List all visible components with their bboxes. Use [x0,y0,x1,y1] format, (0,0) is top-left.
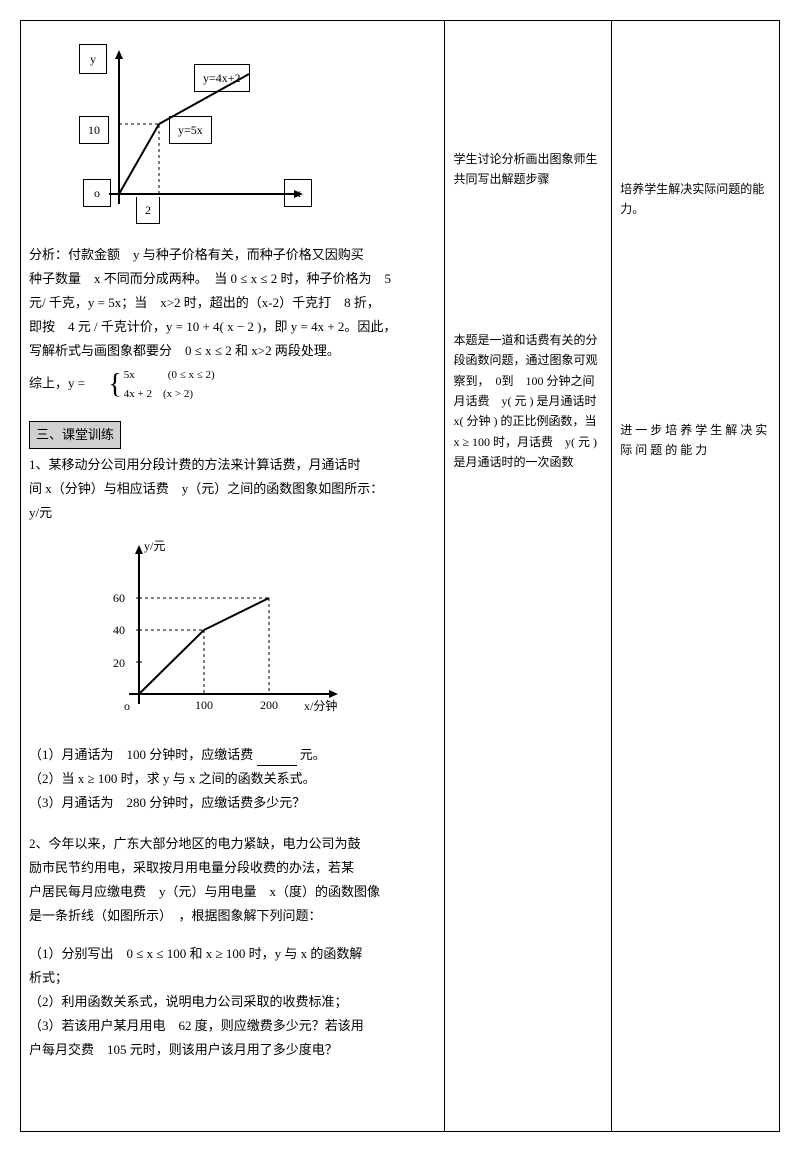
graph-1: y y=4x+2 y=5x 10 o 2 x [49,34,329,234]
origin-label: o [94,186,100,200]
piece-1: 5x (0 ≤ x ≤ 2) [124,366,215,385]
analysis-line-1: 分析：付款金额 y 与种子价格有关，而种子价格又因购买 [29,244,436,266]
analysis-line-2: 种子数量 x 不同而分成两种。 当 0 ≤ x ≤ 2 时，种子价格为 5 [29,268,436,290]
svg-text:200: 200 [260,698,278,712]
summary-prefix: 综上，y = [29,376,85,391]
x-axis-label-box: x [284,179,312,207]
right-block-1: 培养学生解决实际问题的能力。 [620,179,771,220]
y-tick-10-box: 10 [79,116,109,144]
problem-2: 2、今年以来，广东大部分地区的电力紧缺，电力公司为鼓 励市民节约用电，采取按月用… [29,833,436,1062]
right-block-2: 进一步培养学生解决实际问题的能力 [620,420,771,461]
piece-2: 4x + 2 (x > 2) [124,385,215,404]
line2-label-box: y=5x [169,116,212,144]
y-label: y [90,52,96,66]
analysis-line-5: 写解析式与画图象都要分 0 ≤ x ≤ 2 和 x>2 两段处理。 [29,340,436,362]
q1-2: （2）当 x ≥ 100 时，求 y 与 x 之间的函数关系式。 [29,768,436,790]
line1-label: y=4x+2 [203,71,241,85]
svg-text:20: 20 [113,656,125,670]
x-label: x [295,186,301,200]
mid-block-2: 本题是一道和话费有关的分段函数问题，通过图象可观察到， 0到 100 分钟之间月… [453,330,603,473]
x-tick-2: 2 [145,203,151,217]
p2-q2: （2）利用函数关系式，说明电力公司采取的收费标准； [29,991,436,1013]
main-column: y y=4x+2 y=5x 10 o 2 x 分析：付款金额 y 与种子价格有关… [21,21,445,1131]
y-tick-10: 10 [88,123,100,137]
middle-column: 学生讨论分析画出图象师生共同写出解题步骤 本题是一道和话费有关的分段函数问题，通… [445,21,612,1131]
q1-post: 元。 [300,747,326,762]
right-column: 培养学生解决实际问题的能力。 进一步培养学生解决实际问题的能力 [612,21,779,1131]
y-axis-label-box: y [79,44,107,74]
graph2-y-label: y/元 [144,536,165,556]
graph2-origin: o [124,696,130,716]
questions-1: （1）月通话为 100 分钟时，应缴话费 元。 （2）当 x ≥ 100 时，求… [29,744,436,814]
line2-label: y=5x [178,123,203,137]
q1-1: （1）月通话为 100 分钟时，应缴话费 元。 [29,744,436,766]
analysis-line-3: 元/ 千克，y = 5x；当 x>2 时，超出的（x-2）千克打 8 折， [29,292,436,314]
svg-text:60: 60 [113,591,125,605]
graph-2: 60 40 20 100 200 y/元 [89,534,369,734]
blank-fill [257,752,297,766]
analysis-line-4: 即按 4 元 / 千克计价，y = 10 + 4( x − 2 )，即 y = … [29,316,436,338]
p2-q1-line1: （1）分别写出 0 ≤ x ≤ 100 和 x ≥ 100 时，y 与 x 的函… [29,943,436,965]
p2-q1-line2: 析式； [29,967,436,989]
p2-line-4: 是一条折线（如图所示） ，根据图象解下列问题： [29,905,436,927]
p2-line-3: 户居民每月应缴电费 y（元）与用电量 x（度）的函数图像 [29,881,436,903]
mid-block-1: 学生讨论分析画出图象师生共同写出解题步骤 [453,149,603,190]
brace-icon: { [108,371,121,399]
p2-line-1: 2、今年以来，广东大部分地区的电力紧缺，电力公司为鼓 [29,833,436,855]
piecewise-formula: { 5x (0 ≤ x ≤ 2) 4x + 2 (x > 2) [108,366,214,403]
analysis-block: 分析：付款金额 y 与种子价格有关，而种子价格又因购买 种子数量 x 不同而分成… [29,244,436,404]
page-table: y y=4x+2 y=5x 10 o 2 x 分析：付款金额 y 与种子价格有关… [20,20,780,1132]
x-tick-2-box: 2 [136,197,160,224]
graph2-x-label: x/分钟 [304,696,337,716]
origin-label-box: o [83,179,111,207]
svg-text:40: 40 [113,623,125,637]
line1-label-box: y=4x+2 [194,64,250,92]
p1-line-1: 1、某移动分公司用分段计费的方法来计算话费，月通话时 [29,454,436,476]
q1-pre: （1）月通话为 100 分钟时，应缴话费 [29,747,253,762]
svg-text:100: 100 [195,698,213,712]
p1-line-3: y/元 [29,502,436,524]
p1-line-2: 间 x（分钟）与相应话费 y（元）之间的函数图象如图所示： [29,478,436,500]
section-3-header: 三、课堂训练 [29,421,121,449]
q1-3: （3）月通话为 280 分钟时，应缴话费多少元？ [29,792,436,814]
p2-q3-line2: 户每月交费 105 元时，则该用户该月用了多少度电？ [29,1039,436,1061]
p2-line-2: 励市民节约用电，采取按月用电量分段收费的办法，若某 [29,857,436,879]
p2-q3-line1: （3）若该用户某月用电 62 度，则应缴费多少元？若该用 [29,1015,436,1037]
analysis-summary: 综上，y = { 5x (0 ≤ x ≤ 2) 4x + 2 (x > 2) [29,366,436,403]
